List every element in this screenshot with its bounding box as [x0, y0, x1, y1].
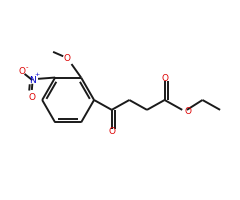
- Text: N: N: [29, 76, 36, 85]
- Text: O: O: [18, 67, 25, 76]
- Text: O: O: [161, 74, 168, 83]
- Text: +: +: [34, 72, 40, 77]
- Text: O: O: [64, 54, 71, 63]
- Text: O: O: [28, 93, 35, 102]
- Text: O: O: [184, 107, 191, 116]
- Text: O: O: [108, 127, 115, 136]
- Text: -: -: [25, 64, 28, 70]
